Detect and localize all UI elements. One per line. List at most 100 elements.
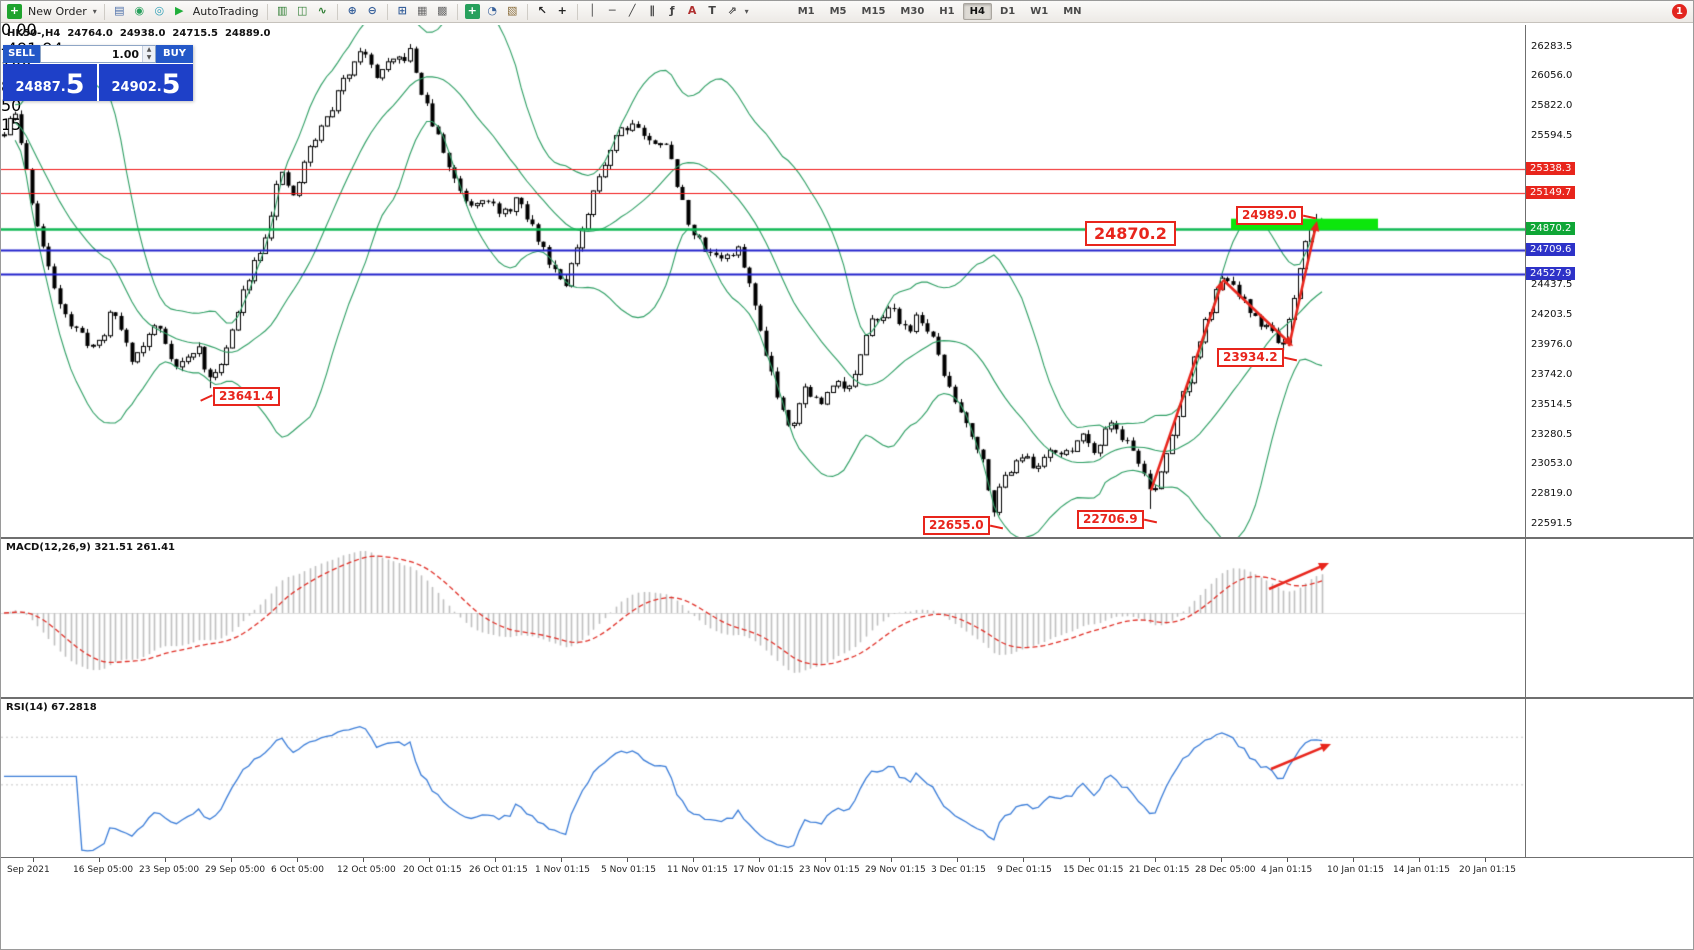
- time-axis-label: 11 Nov 01:15: [667, 865, 728, 875]
- rsi-panel-label: RSI(14) 67.2818: [6, 702, 97, 713]
- price-axis-marker: 24870.2: [1526, 222, 1576, 236]
- time-axis-tick: [1023, 858, 1024, 862]
- volume-down-icon[interactable]: ▼: [143, 54, 155, 62]
- tile-windows-icon[interactable]: ⊞: [397, 4, 407, 17]
- candlestick-chart-icon[interactable]: ◫: [296, 4, 308, 17]
- time-axis[interactable]: Sep 2021 16 Sep 05:00 23 Sep 05:00 29 Sep 0…: [1, 858, 1693, 884]
- text-label-icon[interactable]: T: [708, 4, 716, 17]
- time-axis-tick: [1089, 858, 1090, 862]
- timeframe-w1[interactable]: W1: [1030, 6, 1049, 17]
- macd-panel-separator[interactable]: [1, 537, 1693, 539]
- new-order-label[interactable]: New Order: [28, 5, 87, 18]
- time-axis-tick: [297, 858, 298, 862]
- macd-panel-label: MACD(12,26,9) 321.51 261.41: [6, 542, 175, 553]
- time-axis-tick: [1221, 858, 1222, 862]
- print-icon[interactable]: ▤: [114, 4, 125, 17]
- text-icon[interactable]: A: [687, 4, 697, 17]
- rsi-panel-separator[interactable]: [1, 697, 1693, 699]
- sell-button[interactable]: SELL: [3, 45, 40, 63]
- time-axis-tick: [1419, 858, 1420, 862]
- timeframe-m1[interactable]: M1: [797, 6, 815, 17]
- toolbar-separator: [526, 3, 528, 20]
- timeframe-m30[interactable]: M30: [900, 6, 925, 17]
- price-annotation[interactable]: 24989.0: [1236, 206, 1316, 225]
- periods-icon[interactable]: ◔: [487, 4, 497, 17]
- arrange-windows-icon[interactable]: ▩: [436, 4, 448, 17]
- volume-input[interactable]: 1.00: [111, 48, 139, 61]
- price-annotation[interactable]: 22706.9: [1077, 510, 1157, 529]
- bar-chart-icon[interactable]: ▥: [276, 4, 288, 17]
- cascade-windows-icon[interactable]: ▦: [416, 4, 428, 17]
- time-axis-tick: [1353, 858, 1354, 862]
- new-order-icon[interactable]: +: [7, 4, 22, 19]
- time-axis-label: 6 Oct 05:00: [271, 865, 324, 875]
- zoom-in-icon[interactable]: ⊕: [347, 4, 357, 17]
- buy-price-main: 24902.: [111, 80, 162, 95]
- volume-stepper: ▲ ▼: [142, 46, 155, 62]
- time-axis-tick: [363, 858, 364, 862]
- price-axis-label: 26283.5: [1531, 40, 1573, 52]
- time-axis-label: Sep 2021: [7, 865, 50, 875]
- autotrading-icon[interactable]: ▶: [175, 4, 184, 17]
- timeframe-mn[interactable]: MN: [1063, 6, 1082, 17]
- timeframe-h4[interactable]: H4: [962, 3, 992, 20]
- time-axis-tick: [231, 858, 232, 862]
- arrows-icon[interactable]: ⇗: [727, 4, 737, 17]
- time-axis-tick: [693, 858, 694, 862]
- price-annotation[interactable]: 22655.0: [923, 516, 1003, 535]
- time-axis-label: 10 Jan 01:15: [1327, 865, 1384, 875]
- price-annotation[interactable]: 23641.4: [200, 387, 280, 406]
- trendline-icon[interactable]: ╱: [628, 4, 636, 17]
- price-axis-label: 23514.5: [1531, 398, 1573, 410]
- price-axis-label: 22819.0: [1531, 488, 1573, 500]
- timeframe-h1[interactable]: H1: [939, 6, 955, 17]
- templates-icon[interactable]: ▧: [506, 4, 518, 17]
- price-axis-label: 23742.0: [1531, 369, 1573, 381]
- time-axis-tick: [495, 858, 496, 862]
- crosshair-icon[interactable]: +: [557, 4, 567, 17]
- price-axis-border: [1525, 25, 1526, 857]
- equidistant-channel-icon[interactable]: ∥: [649, 4, 655, 17]
- vertical-line-icon[interactable]: │: [588, 4, 596, 17]
- time-axis-label: 5 Nov 01:15: [601, 865, 656, 875]
- buy-button[interactable]: BUY: [156, 45, 193, 63]
- time-axis-tick: [99, 858, 100, 862]
- arrows-caret[interactable]: ▾: [744, 7, 749, 16]
- time-axis-label: 9 Dec 01:15: [997, 865, 1052, 875]
- time-axis-label: 17 Nov 01:15: [733, 865, 794, 875]
- new-order-caret[interactable]: ▾: [92, 7, 97, 16]
- horizontal-line-icon[interactable]: ─: [608, 4, 616, 17]
- time-axis-label: 4 Jan 01:15: [1261, 865, 1313, 875]
- data-window-icon[interactable]: ◉: [134, 4, 145, 17]
- time-axis-tick: [759, 858, 760, 862]
- price-annotation[interactable]: 23934.2: [1217, 348, 1297, 367]
- indicators-icon[interactable]: +: [464, 4, 480, 19]
- low-value: 24715.5: [172, 28, 218, 39]
- volume-up-icon[interactable]: ▲: [143, 46, 155, 54]
- time-axis-tick: [1287, 858, 1288, 862]
- zoom-out-icon[interactable]: ⊖: [367, 4, 377, 17]
- autotrading-label[interactable]: AutoTrading: [192, 5, 259, 18]
- timeframe-m5[interactable]: M5: [829, 6, 847, 17]
- time-axis-tick: [825, 858, 826, 862]
- cursor-icon[interactable]: ↖: [537, 4, 547, 17]
- time-axis-label: 21 Dec 01:15: [1129, 865, 1190, 875]
- fibonacci-icon[interactable]: ƒ: [669, 4, 675, 17]
- macd-indicator-canvas[interactable]: [1, 539, 1525, 697]
- sell-price-display[interactable]: 24887. 5: [3, 64, 97, 101]
- price-annotation[interactable]: 24870.2: [1085, 221, 1176, 246]
- rsi-indicator-canvas[interactable]: [1, 699, 1525, 857]
- line-chart-icon[interactable]: ∿: [317, 4, 327, 17]
- toolbar: + New Order ▾ ▤ ◉ ◎ ▶ AutoTrading ▥ ◫ ∿ ⊕ ⊖ ⊞ ▦ ▩ + ◔ ▧ ↖ + │…: [1, 1, 1693, 23]
- notification-badge[interactable]: 1: [1672, 4, 1687, 19]
- price-axis-label: 26056.0: [1531, 69, 1573, 81]
- buy-price-display[interactable]: 24902. 5: [99, 64, 193, 101]
- time-axis-label: 23 Sep 05:00: [139, 865, 200, 875]
- price-chart-canvas[interactable]: [1, 25, 1525, 537]
- timeframe-d1[interactable]: D1: [999, 6, 1016, 17]
- toolbar-separator: [576, 3, 578, 20]
- time-axis-label: 16 Sep 05:00: [73, 865, 134, 875]
- timeframe-m15[interactable]: M15: [861, 6, 886, 17]
- price-axis-label: 25822.0: [1531, 100, 1573, 112]
- navigator-icon[interactable]: ◎: [154, 4, 165, 17]
